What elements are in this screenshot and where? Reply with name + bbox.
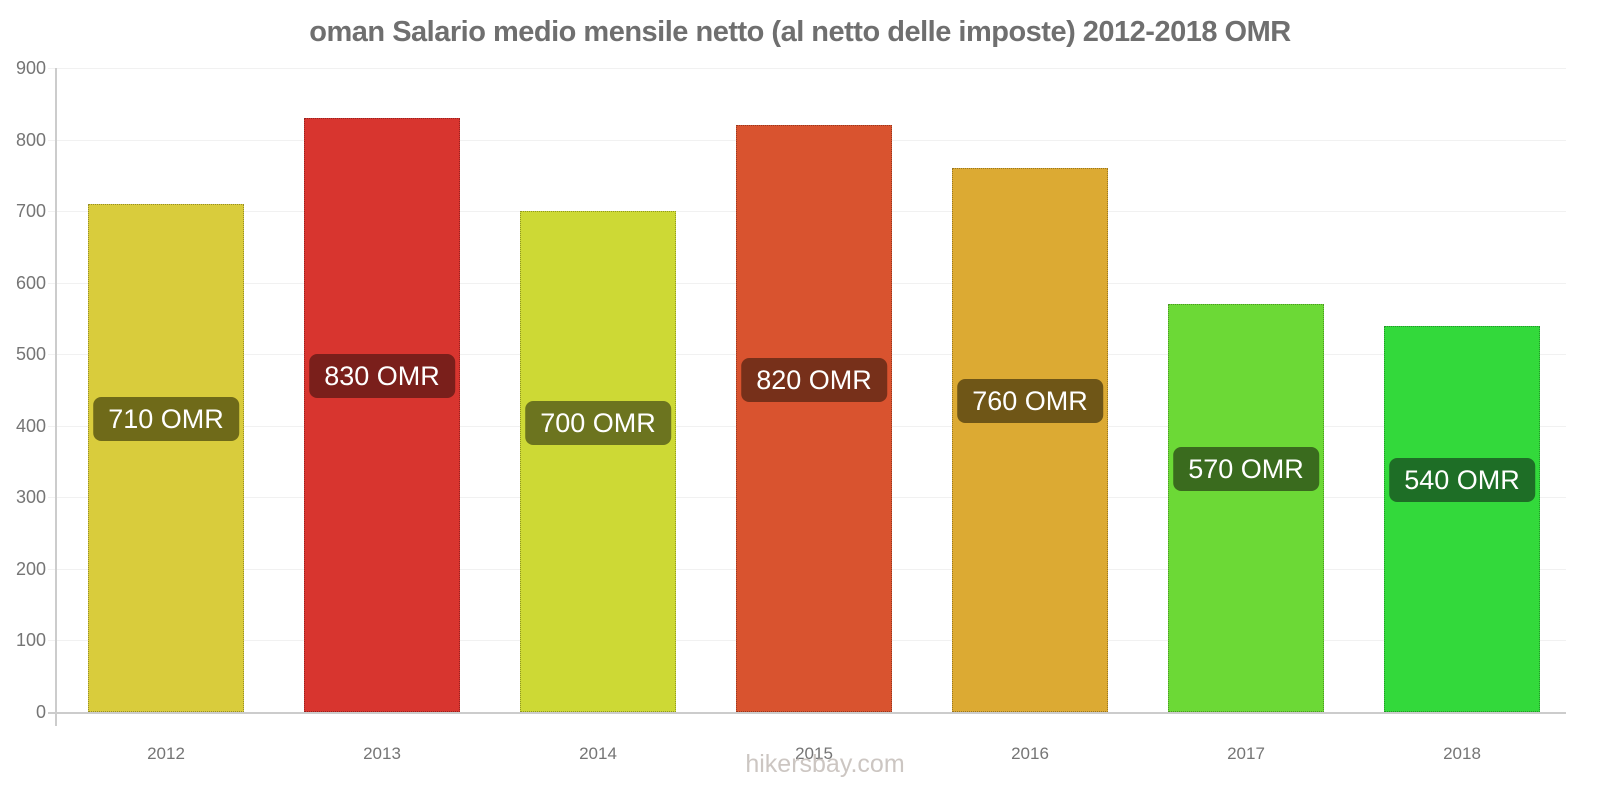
y-tick-label-0: 0 bbox=[35, 702, 46, 722]
bar-2013[interactable]: 830 OMR bbox=[304, 118, 460, 712]
bar-2018[interactable]: 540 OMR bbox=[1384, 326, 1540, 712]
y-tick-label-100: 100 bbox=[15, 630, 46, 650]
chart-title: oman Salario medio mensile netto (al net… bbox=[309, 16, 1291, 48]
value-label-2014: 700 OMR bbox=[525, 401, 671, 445]
value-label-2016: 760 OMR bbox=[957, 379, 1103, 423]
y-axis-line bbox=[55, 68, 57, 726]
x-tick-label-2014: 2014 bbox=[579, 744, 617, 763]
y-tick-label-400: 400 bbox=[15, 416, 46, 436]
value-label-2018: 540 OMR bbox=[1389, 458, 1535, 502]
y-tick-label-200: 200 bbox=[15, 559, 46, 579]
value-label-2012: 710 OMR bbox=[93, 397, 239, 441]
x-tick-label-2012: 2012 bbox=[147, 744, 185, 763]
value-label-2013: 830 OMR bbox=[309, 354, 455, 398]
y-tick-label-500: 500 bbox=[15, 344, 46, 364]
x-tick-label-2015: 2015 bbox=[795, 744, 833, 763]
value-label-2017: 570 OMR bbox=[1173, 447, 1319, 491]
gridline-900 bbox=[48, 68, 1566, 69]
bar-2014[interactable]: 700 OMR bbox=[520, 211, 676, 712]
watermark-hikersbay: hikersbay.com bbox=[745, 750, 905, 778]
bar-2012[interactable]: 710 OMR bbox=[88, 204, 244, 712]
y-tick-label-900: 900 bbox=[15, 58, 46, 78]
x-tick-label-2013: 2013 bbox=[363, 744, 401, 763]
value-label-2015: 820 OMR bbox=[741, 358, 887, 402]
x-axis-baseline bbox=[48, 712, 1566, 714]
y-tick-label-300: 300 bbox=[15, 487, 46, 507]
y-tick-label-800: 800 bbox=[15, 130, 46, 150]
x-tick-label-2017: 2017 bbox=[1227, 744, 1265, 763]
bar-2017[interactable]: 570 OMR bbox=[1168, 304, 1324, 712]
x-tick-label-2018: 2018 bbox=[1443, 744, 1481, 763]
bar-2015[interactable]: 820 OMR bbox=[736, 125, 892, 712]
bar-2016[interactable]: 760 OMR bbox=[952, 168, 1108, 712]
y-tick-label-600: 600 bbox=[15, 273, 46, 293]
y-tick-label-700: 700 bbox=[15, 201, 46, 221]
x-tick-label-2016: 2016 bbox=[1011, 744, 1049, 763]
